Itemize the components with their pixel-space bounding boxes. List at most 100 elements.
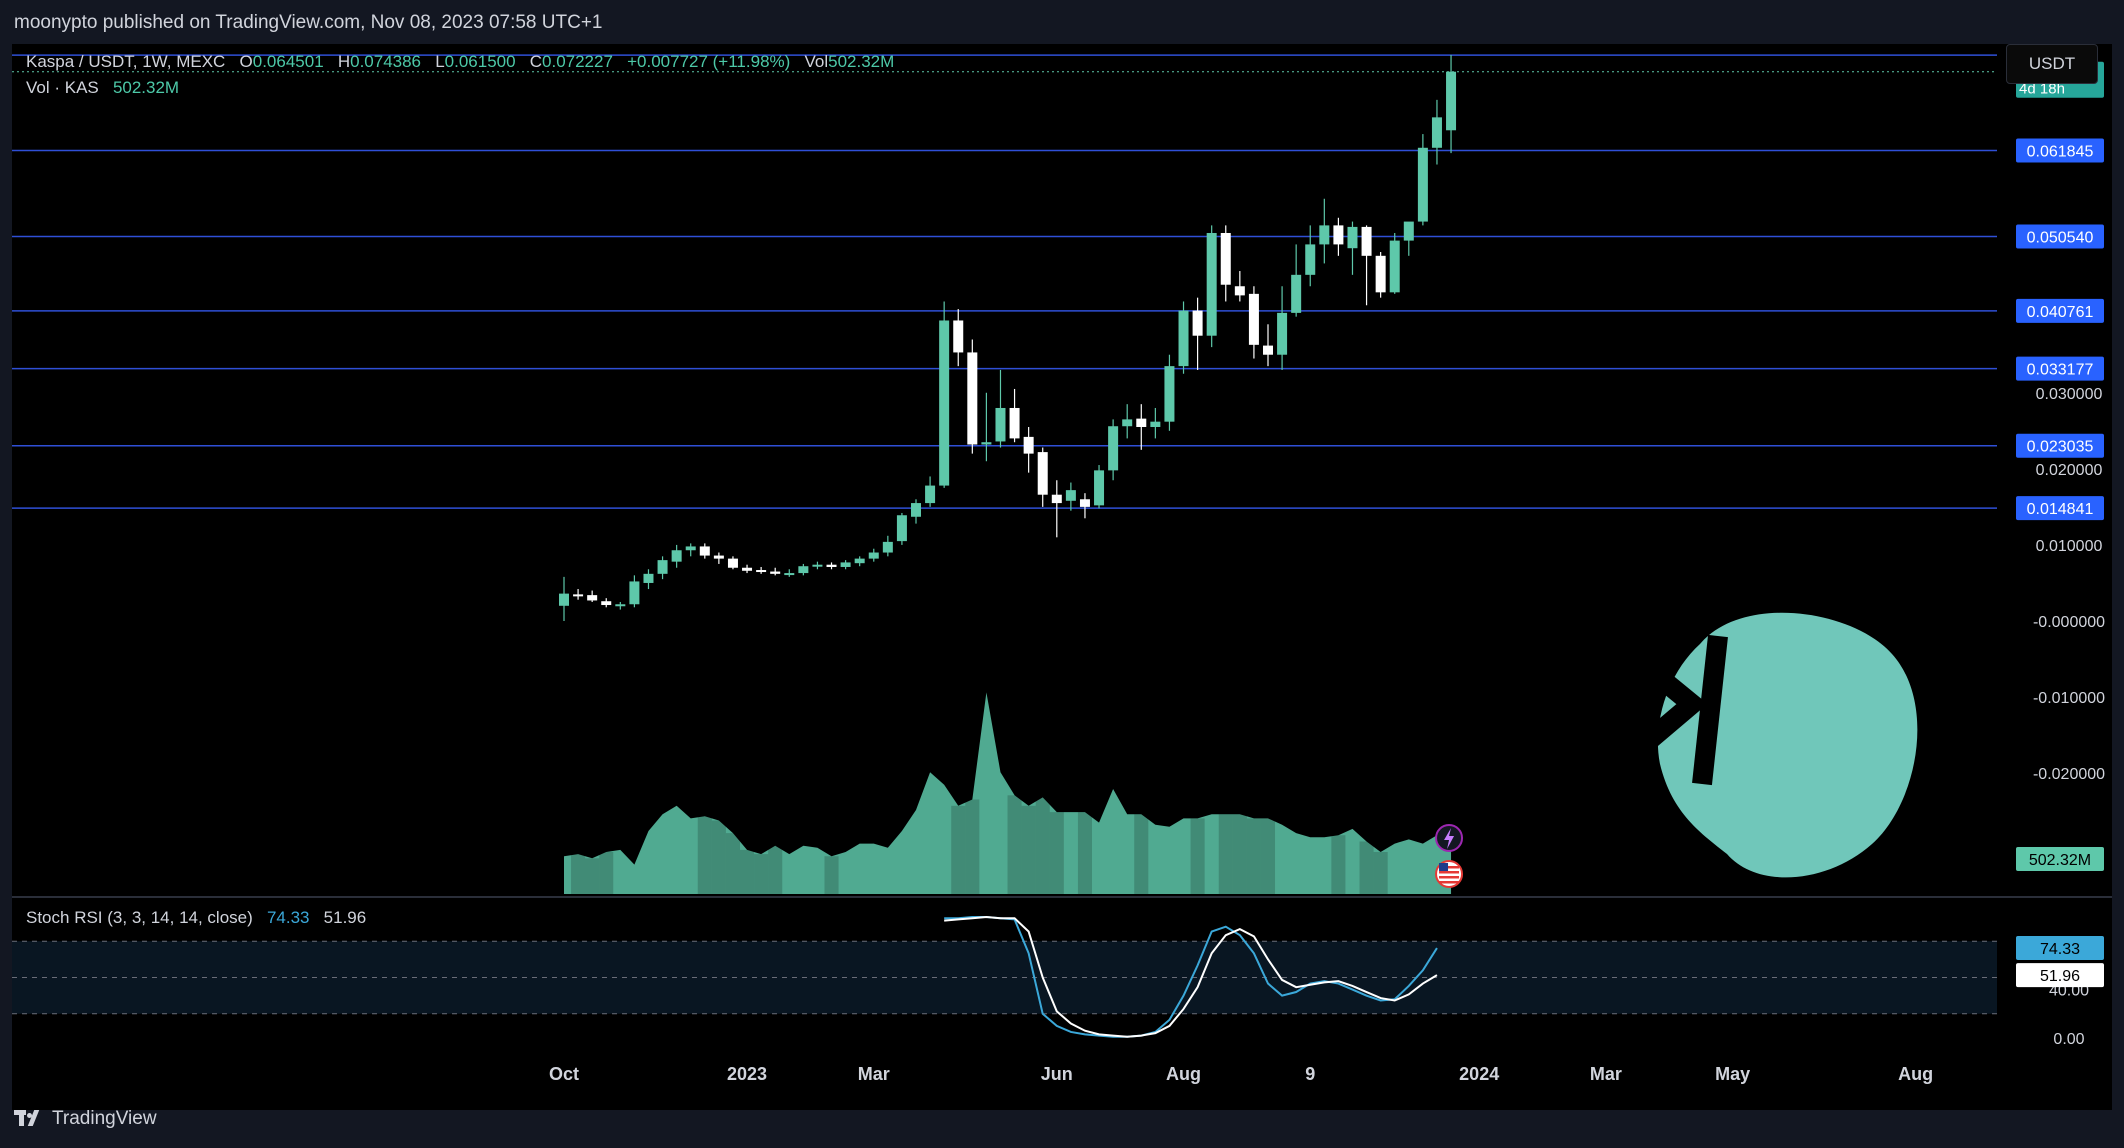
candle-body [1150,421,1161,427]
time-axis-label: Mar [858,1064,890,1084]
level-badge-label: 0.023035 [2027,439,2094,456]
candle-body [1023,436,1034,454]
candle-18 [812,561,823,570]
candle-37 [1079,493,1090,519]
stoch-d-badge [2016,963,2104,988]
candle-24 [896,512,907,545]
candle-43 [1164,354,1175,431]
candle-body [573,594,584,597]
candle-body [1094,470,1105,506]
candle-body [713,555,724,559]
candle-45 [1192,297,1203,370]
volume-bar-down-13 [740,849,755,894]
volume-bar-down-12 [725,833,740,894]
candle-body [1291,274,1302,313]
stoch-legend[interactable]: Stoch RSI (3, 3, 14, 14, close) 74.33 51… [26,908,366,928]
candle-19 [826,562,837,570]
candle-body [1079,499,1090,507]
level-badge-label: 0.050540 [2027,229,2094,246]
tradingview-logo-icon [14,1110,46,1128]
candle-50 [1263,324,1273,367]
candle-11 [713,552,724,564]
candle-55 [1333,217,1344,256]
candle-body [601,601,612,606]
volume-bar-down-1 [571,854,586,894]
candle-body [671,550,682,562]
candle-body [1403,221,1414,241]
currency-button[interactable]: USDT [2006,44,2098,84]
lightning-icon [1435,824,1464,852]
candle-56 [1347,221,1358,275]
candle-62 [1431,99,1442,165]
candle-body [559,593,569,606]
candle-body [727,558,738,568]
close-label: C [529,52,543,71]
candle-body [967,352,978,445]
volume-bar-down-47 [1218,814,1233,894]
close-value: 0.072227 [542,52,613,71]
volume-series-name: Vol · KAS [26,78,99,97]
candle-body [1347,226,1358,249]
candle-body [685,546,696,551]
candle-26 [925,476,936,507]
time-axis-label: Aug [1166,1064,1201,1084]
candle-17 [798,563,809,576]
volume-bar-down-41 [1134,814,1149,894]
candle-body [643,573,654,583]
time-axis-label: May [1715,1064,1750,1084]
candle-61 [1417,134,1428,226]
volume-bar-down-33 [1021,805,1036,894]
candle-41 [1136,404,1147,450]
candle-body [854,558,865,564]
price-tick-label: -0.010000 [2033,690,2105,707]
candle-39 [1108,419,1119,481]
candle-body [770,571,781,574]
volume-series-value: 502.32M [112,78,180,97]
volume-bar-down-28 [951,805,966,894]
volume-bar-down-19 [824,856,839,894]
candle-25 [911,499,921,524]
candle-body [1333,225,1344,245]
candle-42 [1150,407,1161,439]
volume-bar-down-10 [697,816,712,894]
candle-48 [1234,271,1245,302]
candle-22 [868,548,879,562]
candle-body [1009,407,1020,439]
symbol-legend: Kaspa / USDT, 1W, MEXC O0.064501 H0.0743… [26,52,894,72]
tradingview-brand[interactable]: TradingView [14,1108,157,1130]
candle-20 [840,560,851,570]
volume-bar-down-15 [768,845,783,894]
volume-bar-down-55 [1331,835,1346,894]
volume-bar-down-50 [1260,818,1276,894]
candle-52 [1291,244,1302,317]
candle-body [1305,244,1316,275]
change-value: +0.007727 (+11.98%) [627,52,791,71]
volume-legend[interactable]: Vol · KAS 502.32M [26,78,179,98]
volume-area [564,692,1452,894]
candle-36 [1065,482,1076,511]
candle-body [798,566,809,574]
stoch-d-value: 51.96 [323,908,367,927]
candle-16 [784,569,795,577]
low-label: L [435,52,445,71]
candle-body [1375,255,1386,293]
level-badge [2016,138,2104,163]
candle-body [939,320,950,486]
candle-34 [1037,447,1048,507]
volume-bar-down-37 [1077,812,1092,894]
chart-area[interactable]: 0.030000 0.020000 0.010000 -0.000000 -0.0100… [12,44,2112,1110]
candle-body [699,546,710,556]
candle-body [756,570,767,573]
candle-body [1446,71,1457,131]
level-badge [2016,298,2104,323]
volume-bar-down-32 [1007,795,1022,894]
level-badge-label: 0.014841 [2027,501,2094,518]
candle-body [1319,225,1330,245]
candle-body [868,552,879,559]
candle-6 [643,569,654,590]
candle-49 [1248,286,1259,359]
candle-body [742,567,753,571]
candle-51 [1277,286,1288,370]
volume-bar-down-35 [1049,812,1064,894]
chart-canvas[interactable]: 0.030000 0.020000 0.010000 -0.000000 -0.0100… [12,44,2112,1110]
